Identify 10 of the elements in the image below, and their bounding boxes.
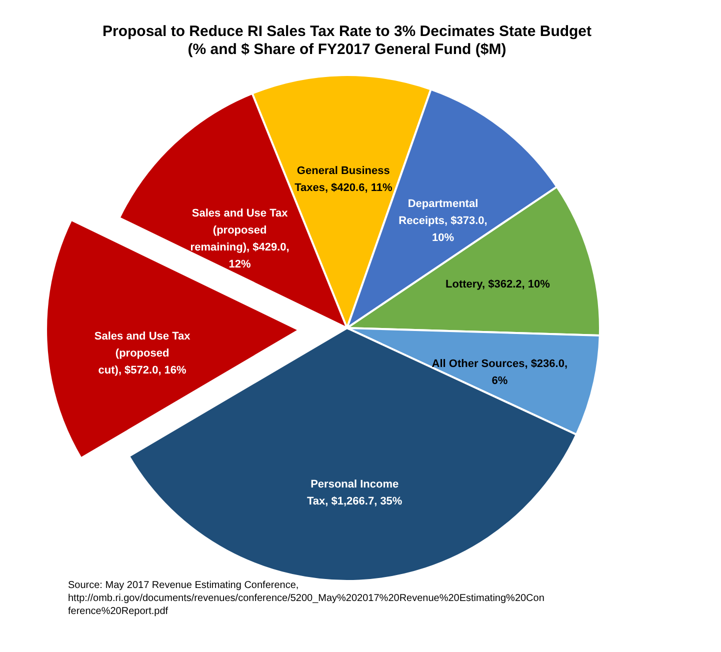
slice-label: Departmental Receipts, $373.0, 10%: [398, 198, 488, 244]
chart-subtitle: (% and $ Share of FY2017 General Fund ($M): [188, 41, 506, 58]
chart-title: Proposal to Reduce RI Sales Tax Rate to 3% Decimates State Budget: [102, 23, 592, 40]
slice-label: General Business Taxes, $420.6, 11%: [294, 165, 392, 194]
slice-label: Sales and Use Tax (proposed remaining), $429.0, 12%: [190, 207, 290, 270]
slice-label: Sales and Use Tax (proposed cut), $572.0, 16%: [94, 330, 192, 376]
source-note: Source: May 2017 Revenue Estimating Conference, http://omb.ri.gov/documents/revenues/conference/5200_May%202017%20Revenue%20Estimating%20Conference%20Report.pdf: [68, 580, 544, 617]
slice-label: Personal Income Tax, $1,266.7, 35%: [307, 478, 402, 508]
slice-label: All Other Sources, $236.0, 6%: [432, 358, 568, 388]
slice-label: Lottery, $362.2, 10%: [446, 278, 550, 290]
